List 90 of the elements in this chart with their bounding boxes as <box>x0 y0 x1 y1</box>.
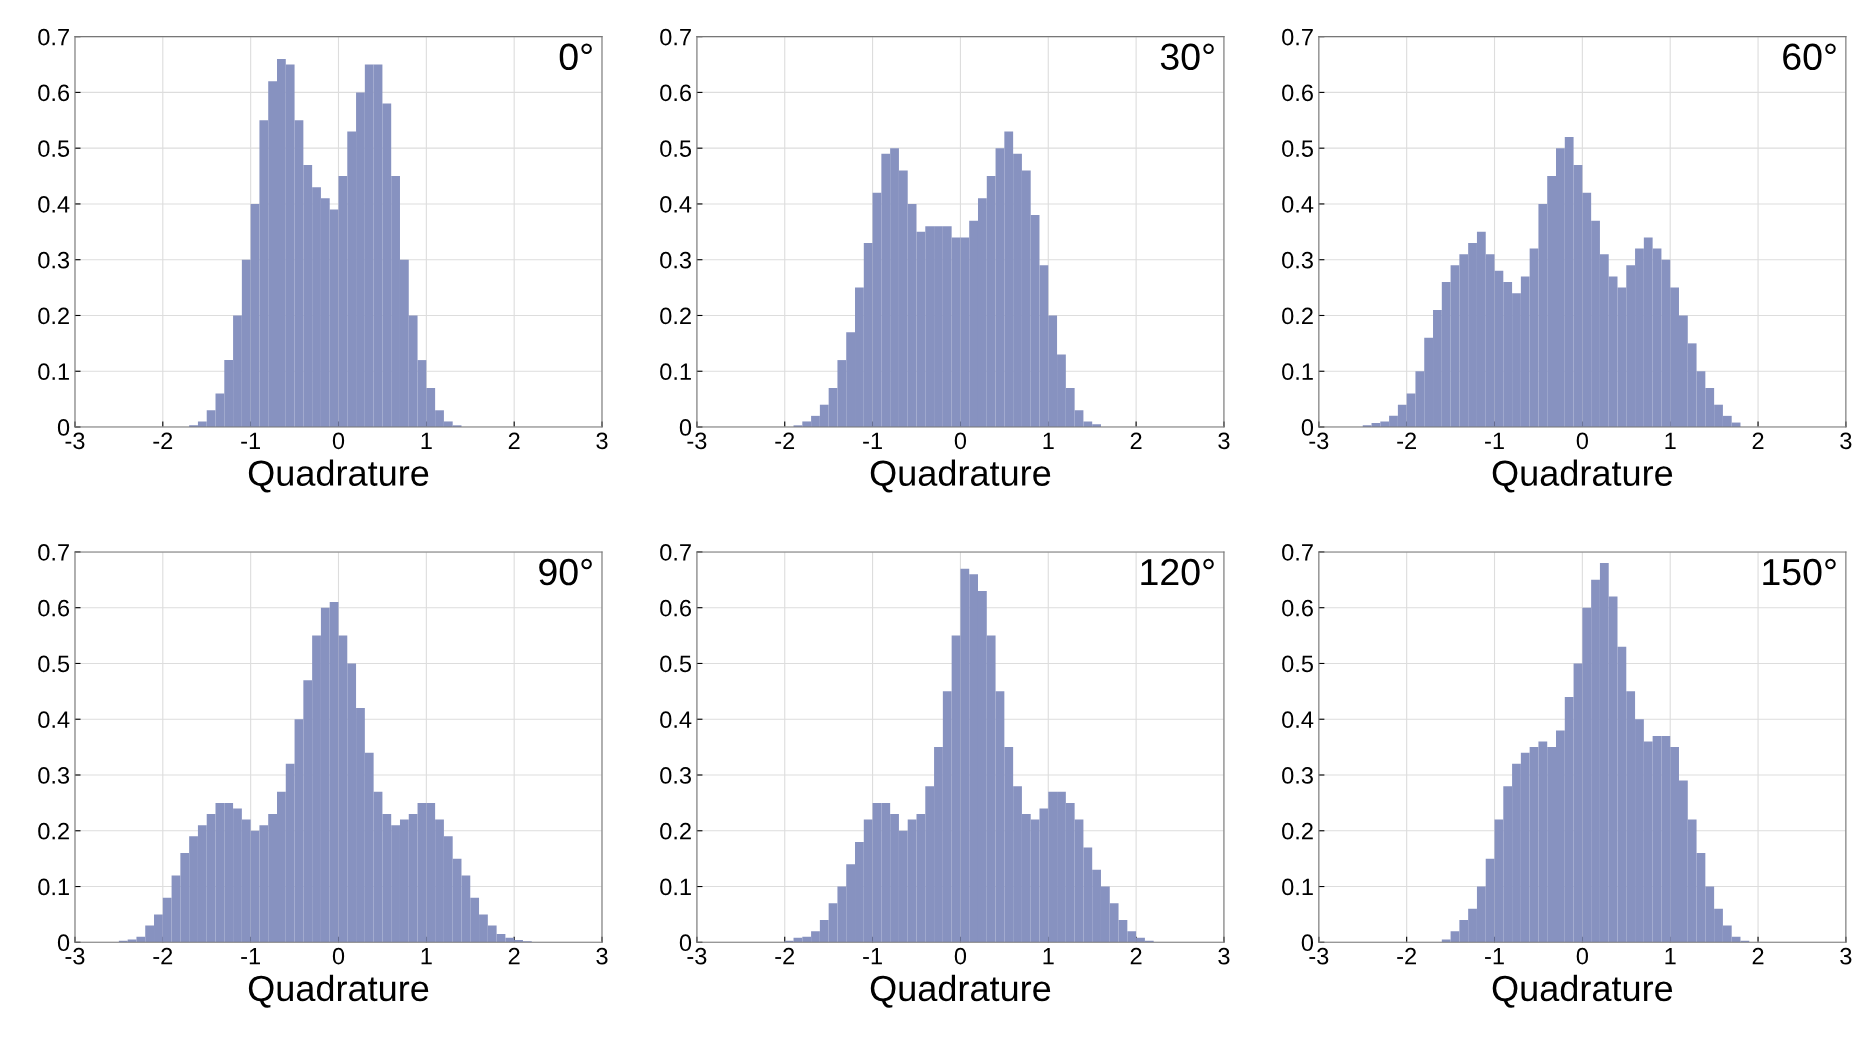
y-tick-label: 0.5 <box>38 655 70 673</box>
x-tick-label: 2 <box>508 947 520 965</box>
y-tick-label: 0.5 <box>660 655 692 673</box>
y-tick-label: 0.1 <box>660 363 691 381</box>
annotation: 150° <box>1763 558 1836 586</box>
y-tick-label: 0.1 <box>1282 363 1313 381</box>
annotation: 30° <box>1160 43 1214 71</box>
y-tick-label: 0.2 <box>38 307 69 325</box>
x-tick-label: 1 <box>421 948 432 965</box>
x-axis-title: Quadrature <box>248 974 429 1008</box>
y-tick-label: 0.2 <box>38 822 69 840</box>
x-axis-title: Quadrature <box>1492 974 1673 1008</box>
y-tick-label: 0.5 <box>1282 655 1313 673</box>
x-tick-label: 1 <box>1043 948 1054 965</box>
x-tick-label: 3 <box>1840 432 1852 450</box>
x-tick-label: -2 <box>153 432 173 449</box>
y-tick-label: 0.6 <box>660 599 691 617</box>
annotation: 60° <box>1783 43 1836 71</box>
x-tick-label: 0 <box>954 432 967 450</box>
x-axis-title: Quadrature <box>870 974 1051 1008</box>
y-tick-label: 0.4 <box>660 711 692 729</box>
x-tick-label: -1 <box>1485 948 1504 965</box>
y-tick-label: 0.3 <box>660 251 691 269</box>
y-tick-label: 0.7 <box>660 28 691 46</box>
x-tick-label: 0 <box>1576 947 1588 965</box>
y-tick-label: 0.7 <box>1282 28 1313 46</box>
y-tick-label: 0.2 <box>660 822 691 840</box>
y-tick-label: 0.5 <box>660 140 692 157</box>
y-tick-label: 0.7 <box>660 544 691 561</box>
x-tick-label: 0 <box>332 947 345 965</box>
x-tick-label: -1 <box>863 432 882 449</box>
x-tick-label: -2 <box>1397 432 1416 449</box>
x-tick-label: 2 <box>1130 947 1142 965</box>
y-tick-label: 0.4 <box>38 711 70 729</box>
x-tick-label: 2 <box>1752 432 1764 449</box>
x-tick-label: 0 <box>1576 432 1588 450</box>
x-tick-label: 3 <box>596 947 608 965</box>
x-tick-label: 3 <box>596 432 608 450</box>
x-tick-label: -1 <box>241 432 260 449</box>
y-tick-label: 0.6 <box>1282 84 1313 102</box>
y-tick-label: 0.7 <box>38 28 69 46</box>
y-tick-label: 0.3 <box>1282 767 1313 784</box>
y-tick-label: 0.7 <box>38 544 69 561</box>
x-tick-label: 2 <box>508 432 520 449</box>
annotation: 120° <box>1141 558 1214 586</box>
y-tick-label: 0.6 <box>1282 599 1313 617</box>
x-tick-label: 1 <box>1043 432 1054 449</box>
y-tick-label: 0.6 <box>660 84 691 102</box>
y-tick-label: 0.2 <box>660 307 691 325</box>
annotation: 90° <box>539 558 592 586</box>
y-tick-label: 0.4 <box>1282 711 1314 729</box>
y-tick-label: 0.3 <box>1282 251 1313 269</box>
y-tick-label: 0.3 <box>38 251 70 269</box>
x-axis-title: Quadrature <box>1492 459 1673 493</box>
y-tick-label: 0.2 <box>1282 307 1313 325</box>
x-axis-title: Quadrature <box>870 459 1051 493</box>
y-tick-label: 0.6 <box>38 84 70 102</box>
x-tick-label: 2 <box>1130 432 1142 449</box>
x-axis-title: Quadrature <box>248 459 429 493</box>
y-tick-label: 0.1 <box>38 363 69 381</box>
y-tick-label: 0.4 <box>1282 196 1314 213</box>
x-tick-label: -2 <box>775 432 795 449</box>
y-tick-label: 0.4 <box>660 196 692 213</box>
x-tick-label: -1 <box>241 948 260 965</box>
y-tick-label: 0.1 <box>38 878 69 896</box>
y-tick-label: 0.6 <box>38 599 70 617</box>
y-tick-label: 0.3 <box>660 767 691 784</box>
x-tick-label: 1 <box>1665 948 1676 965</box>
x-tick-label: -2 <box>1397 947 1416 965</box>
y-tick-label: 0.7 <box>1282 544 1313 561</box>
x-tick-label: 2 <box>1752 947 1764 965</box>
y-tick-label: 0.5 <box>1282 140 1313 157</box>
x-tick-label: -1 <box>863 948 882 965</box>
x-tick-label: -2 <box>153 947 173 965</box>
y-tick-label: 0.4 <box>38 196 70 213</box>
y-tick-label: 0.3 <box>38 767 70 784</box>
x-tick-label: 1 <box>421 432 432 449</box>
y-tick-label: 0.5 <box>38 140 70 157</box>
x-tick-label: 3 <box>1218 947 1230 965</box>
y-tick-label: 0.1 <box>660 878 691 896</box>
y-tick-label: 0.2 <box>1282 822 1313 840</box>
x-tick-label: 1 <box>1665 432 1676 449</box>
x-tick-label: -2 <box>775 947 795 965</box>
y-tick-label: 0.1 <box>1282 878 1313 896</box>
x-tick-label: 0 <box>332 432 345 450</box>
x-tick-label: -1 <box>1485 432 1504 449</box>
x-tick-label: 3 <box>1218 432 1230 450</box>
x-tick-label: 3 <box>1840 947 1852 965</box>
annotation: 0° <box>559 43 592 71</box>
x-tick-label: 0 <box>954 947 967 965</box>
